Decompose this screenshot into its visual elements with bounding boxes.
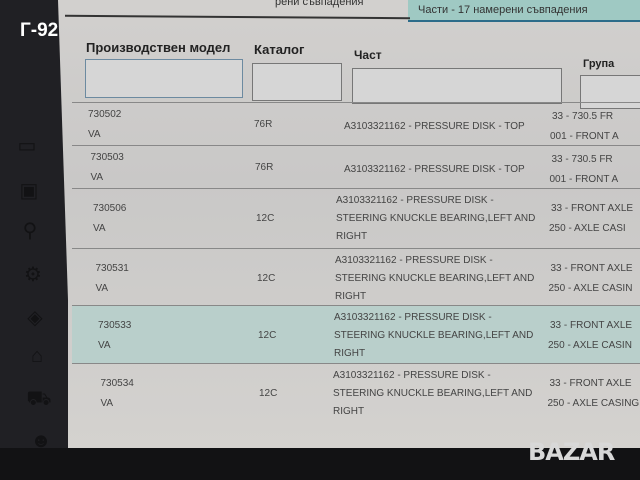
part-line: STEERING KNUCKLE BEARING,LEFT AND [335, 273, 535, 284]
part-filter-input[interactable] [352, 68, 562, 104]
table-row[interactable]: 730502 VA 76R A3103321162 - PRESSURE DISK -… [72, 102, 640, 146]
group-line: 33 - 730.5 FR [551, 154, 613, 165]
model-number: 730533 [98, 320, 132, 331]
tools-icon[interactable]: ⚙ [24, 264, 42, 286]
users-icon[interactable]: ☻ [30, 430, 52, 452]
catalog-code: 12C [256, 213, 275, 224]
tab-parts[interactable]: Части - 17 намерени съвпадения [408, 0, 640, 22]
part-line: A3103321162 - PRESSURE DISK - [334, 312, 492, 323]
group-header: Група [583, 58, 615, 70]
archive-icon[interactable]: ▣ [19, 180, 39, 202]
part-line: A3103321162 - PRESSURE DISK - TOP [344, 164, 525, 175]
part-line: RIGHT [333, 406, 365, 417]
screen: рени съвпадения Части - 17 намерени съвп… [0, 0, 640, 450]
catalog-code: 12C [258, 330, 277, 341]
model-variant: VA [98, 340, 111, 351]
group-line: 33 - FRONT AXLE [551, 203, 634, 214]
group-line: 250 - AXLE CASI [549, 223, 626, 234]
catalog-header: Каталог [254, 42, 305, 57]
table-row[interactable]: 730506 VA 12C A3103321162 - PRESSURE DISK -… [72, 188, 640, 249]
catalog-filter-input[interactable] [252, 63, 342, 101]
part-line: STEERING KNUCKLE BEARING,LEFT AND [333, 388, 533, 399]
model-filter-input[interactable] [85, 59, 243, 98]
tab-bar: рени съвпадения Части - 17 намерени съвп… [70, 0, 640, 24]
part-line: A3103321162 - PRESSURE DISK - TOP [344, 121, 525, 132]
model-number: 730531 [95, 263, 129, 274]
group-line: 33 - FRONT AXLE [550, 320, 633, 331]
group-line: 250 - AXLE CASIN [548, 283, 633, 294]
catalog-code: 12C [259, 388, 278, 399]
table-row[interactable]: 730531 VA 12C A3103321162 - PRESSURE DISK -… [72, 248, 640, 306]
paint-icon[interactable]: ◈ [27, 307, 43, 329]
model-variant: VA [93, 223, 106, 234]
catalog-code: 12C [257, 273, 276, 284]
model-variant: VA [90, 172, 104, 183]
catalog-code: 76R [255, 162, 274, 173]
part-line: A3103321162 - PRESSURE DISK - [333, 370, 491, 381]
group-line: 250 - AXLE CASIN [548, 340, 632, 351]
catalog-code: 76R [254, 119, 273, 130]
model-number: 730534 [100, 378, 134, 389]
group-line: 001 - FRONT A [550, 131, 619, 142]
model-number: 730502 [88, 109, 122, 120]
part-line: A3103321162 - PRESSURE DISK - [335, 255, 493, 266]
search-icon[interactable]: ⚲ [22, 220, 38, 242]
part-line: STEERING KNUCKLE BEARING,LEFT AND [336, 213, 536, 224]
group-filter-input[interactable] [580, 75, 640, 109]
group-line: 33 - 730.5 FR [552, 111, 614, 122]
truck-icon[interactable]: ⛟ [26, 388, 52, 410]
model-variant: VA [95, 283, 109, 294]
table-row[interactable]: 730503 VA 76R A3103321162 - PRESSURE DISK -… [72, 145, 640, 189]
group-line: 33 - FRONT AXLE [550, 263, 633, 274]
model-number: 730503 [90, 152, 124, 163]
model-header: Производствен модел [86, 40, 231, 55]
group-line: 33 - FRONT AXLE [549, 378, 632, 389]
tab-other[interactable]: рени съвпадения [275, 0, 364, 8]
model-number: 730506 [93, 203, 127, 214]
window-icon[interactable]: ▭ [17, 135, 37, 157]
part-line: A3103321162 - PRESSURE DISK - [336, 195, 494, 206]
model-variant: VA [88, 129, 101, 140]
listing-badge: Г-92 [20, 20, 59, 41]
home-tools-icon[interactable]: ⌂ [30, 345, 44, 367]
group-line: 001 - FRONT A [549, 174, 619, 185]
part-header: Част [354, 48, 382, 62]
part-line: RIGHT [336, 231, 368, 242]
sidebar: ▭ ▣ ⚲ ⚙ ◈ ⌂ ⛟ ☻ [0, 0, 68, 480]
table-row[interactable]: 730533 VA 12C A3103321162 - PRESSURE DISK -… [72, 305, 640, 364]
table-row[interactable]: 730534 VA 12C A3103321162 - PRESSURE DISK -… [72, 363, 640, 424]
part-line: STEERING KNUCKLE BEARING,LEFT AND [334, 330, 534, 341]
monitor-bezel [0, 448, 640, 480]
group-line: 250 - AXLE CASING, [547, 398, 640, 409]
model-variant: VA [100, 398, 114, 409]
part-line: RIGHT [334, 348, 366, 359]
watermark-logo: BAZAR [528, 438, 615, 466]
part-line: RIGHT [335, 291, 367, 302]
